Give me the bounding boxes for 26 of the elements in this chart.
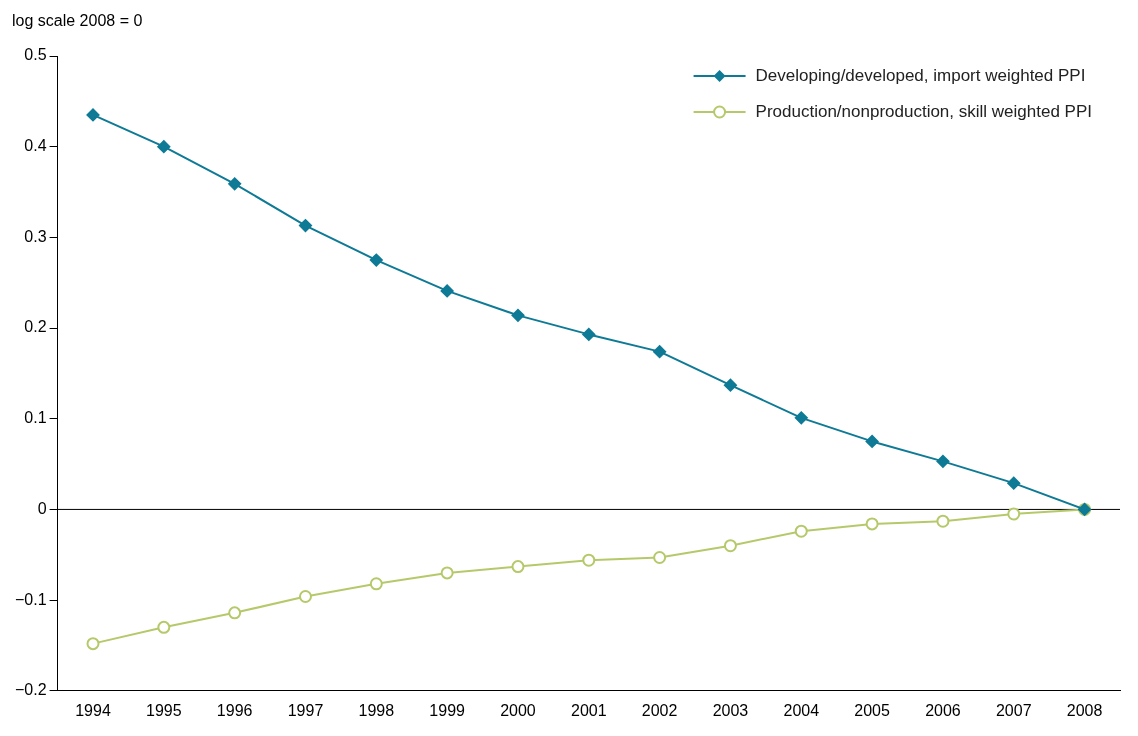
x-tick-label: 1996	[216, 701, 253, 719]
x-tick-label: 2008	[1066, 701, 1103, 719]
x-tick-label: 1997	[287, 701, 324, 719]
y-tick-label: −0.1	[14, 590, 47, 608]
x-tick-label: 1999	[429, 701, 466, 719]
y-tick-label: 0.3	[24, 227, 47, 245]
x-tick-label: 2001	[571, 701, 607, 719]
x-tick-label: 2003	[712, 701, 749, 719]
x-tick-label: 2000	[500, 701, 536, 719]
x-tick-label: 1995	[146, 701, 182, 719]
x-tick-label: 2004	[783, 701, 820, 719]
x-tick-label: 2006	[925, 701, 961, 719]
y-tick-label: 0.5	[24, 46, 47, 64]
y-tick-label: 0	[37, 499, 47, 517]
y-tick-label: −0.2	[14, 681, 47, 699]
y-axis-title: log scale 2008 = 0	[12, 12, 143, 30]
y-tick-label: 0.4	[24, 137, 47, 155]
y-tick-label: 0.1	[24, 409, 47, 427]
x-tick-label: 2002	[641, 701, 678, 719]
x-tick-label: 1998	[358, 701, 395, 719]
x-tick-label: 2005	[854, 701, 890, 719]
y-tick-label: 0.2	[24, 318, 47, 336]
x-tick-label: 2007	[995, 701, 1032, 719]
legend-label: Production/nonproduction, skill weighted PPI	[755, 101, 1093, 121]
legend-label: Developing/developed, import weighted PPI	[755, 65, 1086, 85]
x-tick-label: 1994	[75, 701, 111, 719]
